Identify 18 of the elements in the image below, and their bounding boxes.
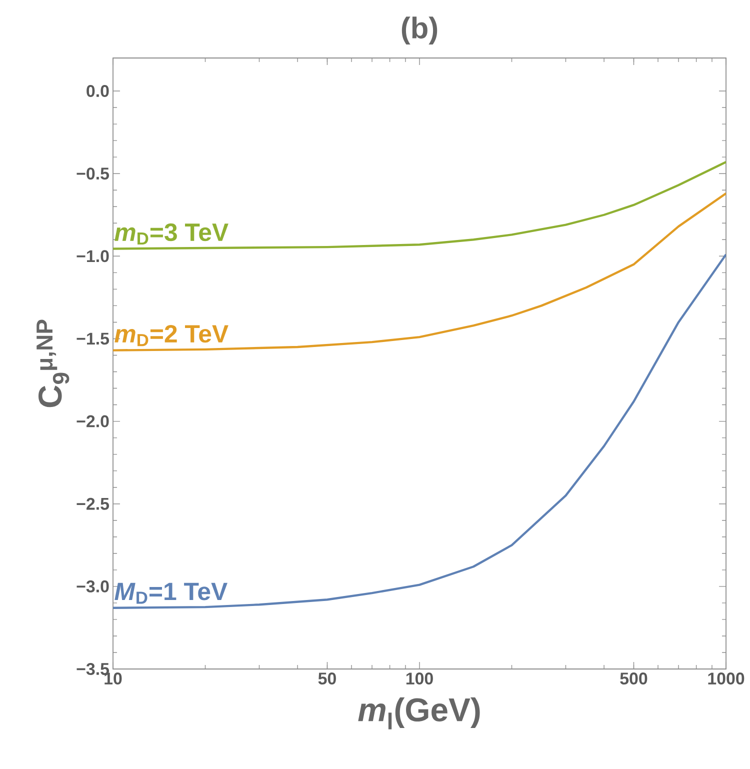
y-tick-label: −0.5 [76, 168, 110, 180]
series-label: m$_{D}$=3 TeV [114, 223, 228, 245]
x-tick-label: 50 [318, 672, 336, 685]
chart-title: (b) [402, 16, 438, 44]
x-tick-label: 500 [620, 672, 648, 685]
y-tick-label: −1.5 [76, 332, 110, 345]
x-tick-label: 1000 [708, 672, 744, 685]
x-axis-title: m$_{l}$(GeV) [358, 697, 480, 730]
series-label: m$_{D}$=2 TeV [114, 324, 228, 346]
series-label: M$_{D}$=1 TeV [114, 582, 228, 604]
y-tick-label: −2.0 [76, 415, 109, 428]
y-tick-label: −1.0 [76, 250, 109, 262]
y-tick-label: −3.0 [76, 580, 109, 592]
x-tick-label: 10 [104, 672, 122, 685]
y-axis-title: C$_{9}$μ,NP [36, 320, 70, 408]
x-tick-label: 100 [406, 672, 433, 685]
y-tick-label: 0.0 [86, 85, 109, 98]
y-tick-label: −2.5 [76, 498, 110, 510]
